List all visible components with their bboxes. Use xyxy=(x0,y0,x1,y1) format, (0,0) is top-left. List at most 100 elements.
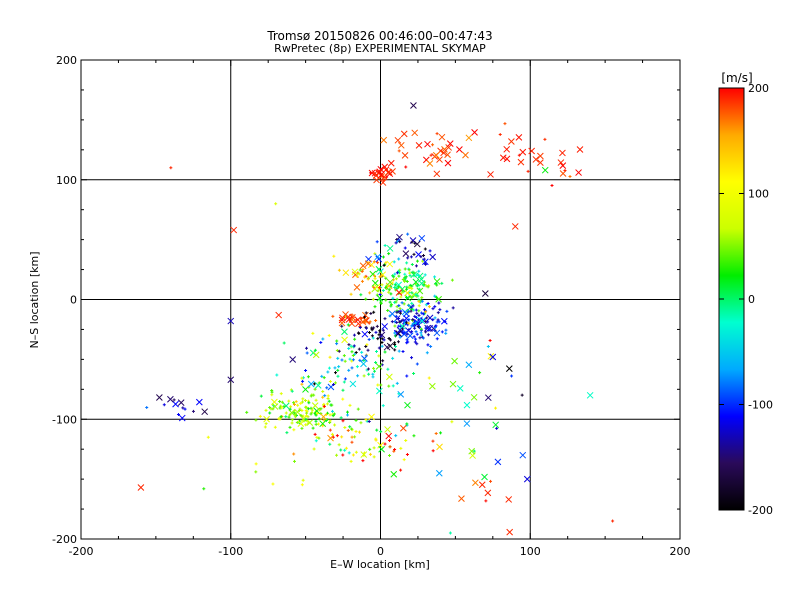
data-point-plus xyxy=(419,333,423,337)
data-point-cross xyxy=(397,141,405,149)
data-point-plus xyxy=(373,277,377,281)
data-point-plus xyxy=(290,418,294,422)
data-point-plus xyxy=(295,420,299,424)
colorbar-tick-label: 100 xyxy=(748,188,769,201)
data-point-cross xyxy=(398,322,406,330)
data-point-plus xyxy=(410,291,414,295)
x-axis-ticks: -200 -100 0 100 200 xyxy=(69,60,691,558)
data-point-plus xyxy=(398,311,402,315)
data-point-cross xyxy=(400,424,407,432)
data-point-cross xyxy=(435,469,443,477)
data-point-plus xyxy=(420,299,424,303)
y-axis-label: N–S location [km] xyxy=(28,251,41,348)
data-point-cross xyxy=(503,155,511,163)
data-point-plus xyxy=(263,425,267,429)
data-point-cross xyxy=(412,278,420,286)
data-point-plus xyxy=(399,468,403,472)
data-point-plus xyxy=(280,406,284,410)
data-point-cross xyxy=(478,481,486,489)
data-point-plus xyxy=(391,384,395,388)
data-point-plus xyxy=(332,254,336,258)
data-point-plus xyxy=(320,374,324,378)
data-point-plus xyxy=(270,393,274,397)
data-point-cross xyxy=(481,473,488,481)
data-point-cross xyxy=(400,130,408,138)
data-point-plus xyxy=(526,169,530,173)
data-point-plus xyxy=(284,415,288,419)
data-point-plus xyxy=(414,337,418,341)
data-point-cross xyxy=(492,421,500,429)
data-point-plus xyxy=(472,449,476,453)
data-point-cross xyxy=(418,234,426,242)
data-point-plus xyxy=(380,341,384,345)
data-point-cross xyxy=(433,329,441,337)
data-point-plus xyxy=(340,324,344,328)
data-point-plus xyxy=(343,448,347,452)
data-point-plus xyxy=(367,330,371,334)
data-point-plus xyxy=(331,314,335,318)
data-point-plus xyxy=(363,451,367,455)
data-point-plus xyxy=(319,341,323,345)
data-point-cross xyxy=(360,360,367,368)
data-point-plus xyxy=(414,330,418,334)
data-point-plus xyxy=(343,425,347,429)
data-point-plus xyxy=(359,293,363,297)
data-point-plus xyxy=(296,403,300,407)
data-point-cross xyxy=(227,317,235,325)
data-point-cross xyxy=(506,528,514,536)
data-point-cross xyxy=(528,147,536,155)
data-point-plus xyxy=(326,370,330,374)
data-point-plus xyxy=(375,428,379,432)
data-point-plus xyxy=(258,414,262,418)
data-point-plus xyxy=(389,292,393,296)
data-point-plus xyxy=(387,337,391,341)
data-point-plus xyxy=(436,311,440,315)
data-point-plus xyxy=(254,462,258,466)
data-point-plus xyxy=(423,273,427,277)
data-point-plus xyxy=(333,366,337,370)
data-point-cross xyxy=(458,495,465,502)
data-point-cross xyxy=(348,316,356,323)
data-point-cross xyxy=(446,140,454,148)
data-point-plus xyxy=(191,409,195,413)
data-point-plus xyxy=(317,408,321,412)
data-point-cross xyxy=(451,357,458,365)
data-point-plus xyxy=(436,297,440,301)
data-point-plus xyxy=(350,427,354,431)
data-point-cross xyxy=(312,351,320,359)
data-point-plus xyxy=(398,240,402,244)
data-point-plus xyxy=(301,397,305,401)
data-point-plus xyxy=(273,425,277,429)
data-point-plus xyxy=(488,338,492,342)
data-point-cross xyxy=(404,289,411,297)
data-point-plus xyxy=(399,319,403,323)
data-point-plus xyxy=(367,372,371,376)
data-point-plus xyxy=(335,349,339,353)
data-point-plus xyxy=(416,325,420,329)
data-point-plus xyxy=(378,293,382,297)
data-point-plus xyxy=(410,240,414,244)
data-point-plus xyxy=(405,279,409,283)
data-point-plus xyxy=(435,320,439,324)
data-point-plus xyxy=(325,386,329,390)
data-point-cross xyxy=(368,169,376,177)
data-point-plus xyxy=(322,376,326,380)
data-point-plus xyxy=(361,459,365,463)
data-point-plus xyxy=(364,311,368,315)
data-point-cross xyxy=(177,399,185,406)
data-point-plus xyxy=(372,366,376,370)
data-point-cross xyxy=(320,413,327,421)
data-point-plus xyxy=(406,323,410,327)
data-point-plus xyxy=(424,303,428,307)
data-point-plus xyxy=(335,342,339,346)
data-point-plus xyxy=(374,330,378,334)
data-point-plus xyxy=(410,356,414,360)
data-point-plus xyxy=(411,318,415,322)
data-point-cross xyxy=(354,316,362,324)
data-point-plus xyxy=(408,286,412,290)
data-point-cross xyxy=(444,159,452,167)
data-point-cross xyxy=(385,432,393,440)
data-point-plus xyxy=(377,333,381,337)
data-point-plus xyxy=(305,351,309,355)
data-point-plus xyxy=(434,432,438,436)
